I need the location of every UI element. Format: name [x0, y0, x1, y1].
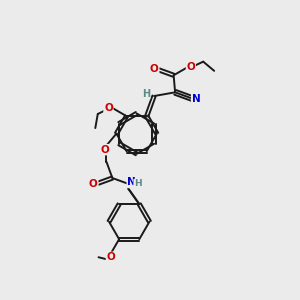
Text: O: O — [89, 179, 98, 189]
Text: O: O — [104, 103, 113, 113]
Text: H: H — [142, 89, 150, 99]
Text: O: O — [100, 145, 109, 155]
Text: N: N — [192, 94, 200, 104]
Text: H: H — [134, 179, 142, 188]
Text: N: N — [127, 177, 136, 188]
Text: O: O — [187, 62, 195, 72]
Text: O: O — [106, 252, 115, 262]
Text: O: O — [150, 64, 159, 74]
